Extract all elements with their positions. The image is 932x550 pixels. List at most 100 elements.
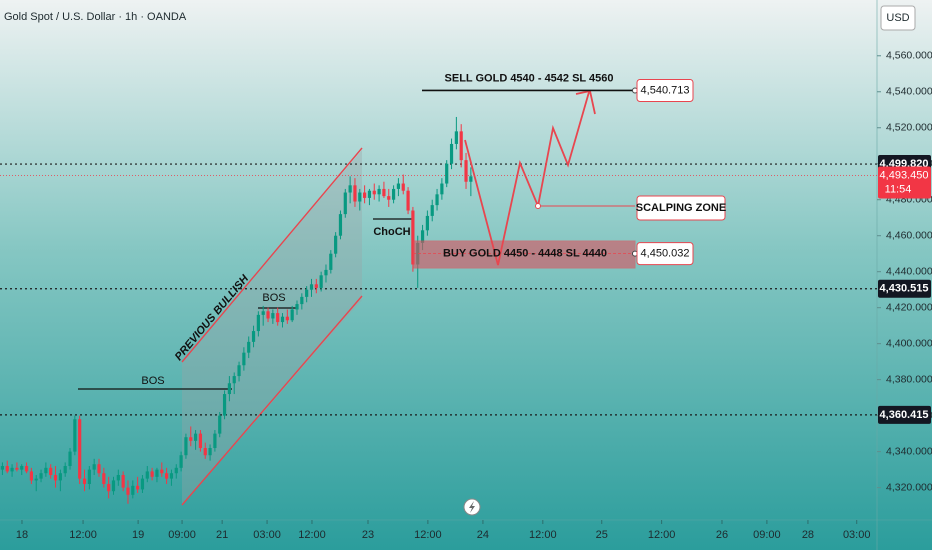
candle-body — [285, 316, 289, 321]
x-tick-label: 28 — [802, 529, 814, 541]
y-tick-label: 4,460.000 — [886, 229, 932, 241]
y-tick-label: 4,320.000 — [886, 481, 932, 493]
candle-body — [97, 464, 101, 474]
last-price-label: 4,493.450 — [880, 169, 929, 181]
candle-body — [382, 188, 386, 197]
candle-body — [396, 183, 401, 189]
candle-body — [58, 473, 62, 481]
candle-body — [5, 466, 9, 472]
candle-body — [435, 194, 439, 206]
candle-body — [102, 473, 106, 485]
candle-body — [34, 478, 38, 481]
candle-body — [53, 475, 58, 481]
candle-body — [391, 188, 396, 200]
candle-body — [131, 485, 135, 495]
candle-body — [300, 296, 304, 305]
candle-body — [266, 311, 270, 319]
candle-body — [387, 196, 391, 200]
x-tick-label: 18 — [16, 529, 28, 541]
candle-body — [319, 275, 323, 288]
sell-text: SELL GOLD 4540 - 4542 SL 4560 — [445, 72, 614, 84]
candle-body — [227, 383, 231, 395]
candle-body — [309, 284, 314, 290]
candle-body — [203, 448, 207, 456]
candle-body — [20, 466, 24, 470]
candle-body — [305, 289, 309, 297]
price-level-label: 4,360.415 — [880, 409, 929, 421]
candle-body — [82, 478, 87, 485]
candle-body — [222, 394, 227, 416]
candle-body — [44, 467, 48, 474]
x-tick-label: 12:00 — [529, 529, 557, 541]
candle-body — [454, 131, 458, 144]
annotation: ChoCH — [373, 226, 410, 238]
candle-body — [329, 253, 333, 270]
x-tick-label: 24 — [477, 529, 489, 541]
candle-body — [107, 484, 111, 492]
x-tick-label: 26 — [716, 529, 728, 541]
y-tick-label: 4,540.000 — [886, 86, 932, 98]
currency-button[interactable] — [880, 5, 916, 31]
candle-body — [449, 143, 454, 164]
price-box-label: 4,450.032 — [641, 248, 690, 260]
candle-body — [420, 230, 425, 243]
candle-body — [247, 341, 251, 353]
channel-line — [181, 295, 363, 506]
y-tick-label: 4,380.000 — [886, 373, 932, 385]
candle-body — [87, 469, 91, 485]
x-tick-label: 12:00 — [648, 529, 676, 541]
price-level-box — [878, 405, 931, 424]
candle-body — [261, 311, 265, 315]
buy-text: BUY GOLD 4450 - 4448 SL 4440 — [443, 248, 607, 260]
price-box — [636, 242, 694, 266]
candle-body — [242, 352, 246, 366]
candle-body — [68, 451, 72, 467]
candle-body — [343, 192, 347, 215]
candle-body — [425, 215, 429, 231]
candle-body — [464, 160, 468, 182]
candle-body — [290, 309, 294, 321]
icon-glyph — [469, 501, 475, 513]
candle-body — [377, 188, 381, 195]
candle-body — [39, 473, 43, 479]
candle-body — [213, 433, 217, 449]
candle-body — [92, 464, 96, 470]
last-price-box — [878, 166, 931, 199]
annotation: SCALPING ZONE — [636, 202, 726, 214]
candle-body — [358, 192, 362, 202]
x-tick-label: 03:00 — [843, 529, 871, 541]
y-tick-label: 4,440.000 — [886, 265, 932, 277]
candle-body — [445, 163, 449, 184]
x-tick-label: 25 — [596, 529, 608, 541]
x-tick-label: 09:00 — [168, 529, 196, 541]
y-tick-label: 4,560.000 — [886, 50, 932, 62]
x-tick-label: 12:00 — [414, 529, 442, 541]
y-tick-label: 4,400.000 — [886, 337, 932, 349]
candle-body — [256, 314, 260, 332]
candle-body — [160, 469, 164, 474]
price-box — [636, 78, 694, 102]
candle-body — [24, 466, 29, 472]
y-tick-label: 4,340.000 — [886, 445, 932, 457]
y-tick-label: 4,520.000 — [886, 122, 932, 134]
candle-body — [367, 190, 372, 198]
price-level-box — [878, 279, 931, 298]
candle-body — [334, 235, 338, 254]
candle-body — [353, 185, 357, 202]
currency: USD — [886, 12, 909, 24]
candle-body — [126, 487, 130, 495]
x-tick-label: 09:00 — [753, 529, 781, 541]
candle-body — [0, 466, 5, 470]
candle-body — [276, 313, 280, 323]
x-tick-label: 12:00 — [298, 529, 326, 541]
candle-body — [271, 313, 275, 319]
price-box-label: 4,540.713 — [641, 84, 690, 96]
countdown: 11:54 — [885, 183, 912, 195]
candle-body — [165, 473, 169, 479]
candle-body — [150, 471, 154, 477]
candle-body — [295, 304, 299, 310]
annotation: BOS — [262, 292, 285, 304]
candle-body — [111, 480, 116, 492]
x-tick-label: 19 — [132, 529, 144, 541]
